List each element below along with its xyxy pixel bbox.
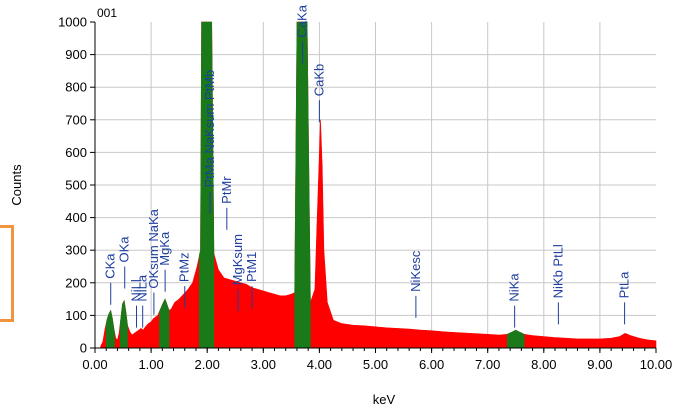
peak-label: CaKb [311,64,326,97]
x-tick-label: 0.00 [82,357,107,372]
y-tick-label: 700 [65,112,87,127]
peak-label: PtMa NaKsum PtMb [202,70,217,188]
x-tick-label: 10.00 [640,357,673,372]
peak-label: PtLa [617,271,632,299]
y-tick-label: 600 [65,145,87,160]
y-tick-label: 500 [65,178,87,193]
tick-labels: 0 100 200 300 400 500 600 700 800 900 1000 0.00 1.00… [58,15,672,373]
identified-peak-region [507,329,525,349]
x-tick-label: 4.00 [307,357,332,372]
highlight-box [0,225,14,322]
x-tick-label: 3.00 [251,357,276,372]
y-tick-label: 100 [65,308,87,323]
x-tick-label: 2.00 [195,357,220,372]
y-tick-label: 0 [80,341,87,356]
peak-label: NiKb PtLl [550,244,565,298]
axes [90,21,657,353]
x-axis-title: keV [373,392,396,407]
peak-label: CKa [103,253,118,279]
identified-peak-region [159,298,170,349]
spectrum [100,21,657,349]
x-tick-label: 5.00 [363,357,388,372]
x-tick-label: 9.00 [587,357,612,372]
sample-label: 001 [97,6,117,20]
x-tick-label: 1.00 [138,357,163,372]
peak-label: NiKesc [408,250,423,292]
y-tick-label: 200 [65,275,87,290]
peak-label: CaKa [295,4,310,37]
y-tick-label: 300 [65,243,87,258]
identified-peak-region [105,309,115,349]
peak-label: MgKa [157,231,172,266]
peak-label: MgKsum [230,234,245,285]
peak-label: PtM1 [244,252,259,282]
x-tick-label: 7.00 [475,357,500,372]
peak-label: NiKa [507,273,522,302]
peak-label: NiLl [129,279,144,302]
y-tick-label: 1000 [58,15,87,30]
x-tick-label: 8.00 [531,357,556,372]
identified-peak-region [119,299,128,349]
peak-label: PtMr [219,176,234,204]
y-tick-label: 900 [65,47,87,62]
x-tick-label: 6.00 [419,357,444,372]
peak-label: OKa [117,236,132,263]
identified-peak-region [199,21,215,349]
y-tick-label: 800 [65,80,87,95]
peak-label: NiLa [135,274,150,302]
peak-label: PtMz [177,252,192,282]
y-axis-title: Counts [9,164,24,206]
peak-label: OKsum NaKa [146,208,161,288]
identified-peak-region [294,21,311,349]
y-tick-label: 400 [65,210,87,225]
